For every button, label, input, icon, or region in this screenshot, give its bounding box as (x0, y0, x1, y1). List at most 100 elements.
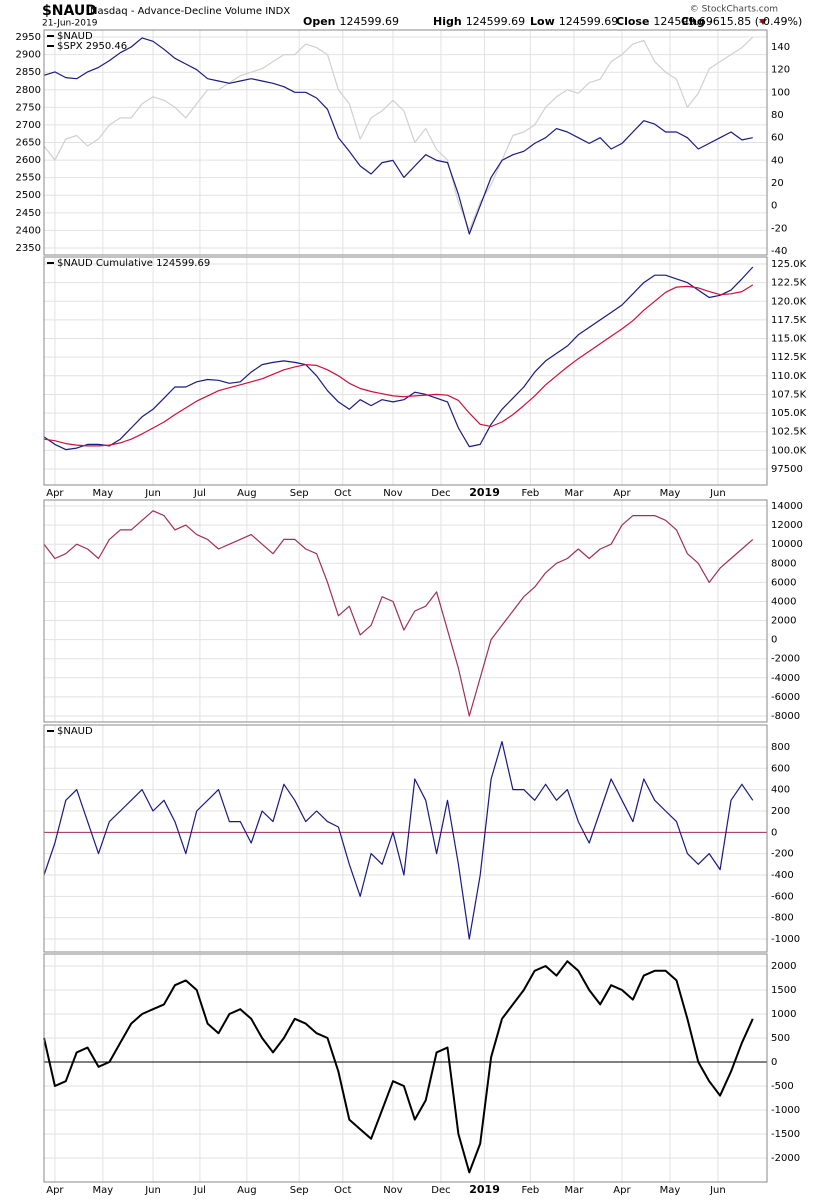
legend-label: $NAUD Cumulative 124599.69 (57, 258, 210, 269)
y-tick-label: 2500 (16, 190, 41, 201)
y2-tick-label: 140 (771, 42, 790, 53)
y-tick-label: 6000 (771, 577, 796, 588)
y-tick-label: 105.0K (771, 408, 807, 419)
y-tick-label: 2700 (16, 120, 41, 131)
quote-value: 124599.69 (466, 15, 526, 28)
y-tick-label: -1000 (771, 934, 800, 945)
x-tick-label: May (660, 1185, 681, 1196)
series-line (43, 284, 754, 447)
quote-item: Low 124599.69 (530, 15, 618, 28)
x-tick-label: Jun (144, 488, 161, 499)
x-tick-label: Jun (709, 1185, 726, 1196)
y-tick-label: 2950 (16, 32, 41, 43)
y-tick-label: 112.5K (771, 352, 807, 363)
y-tick-label: -800 (771, 913, 794, 924)
quote-item: High 124599.69 (433, 15, 525, 28)
x-tick-label: Jun (709, 488, 726, 499)
x-tick-label: Apr (613, 1185, 631, 1196)
series-line (43, 510, 754, 717)
y2-tick-label: 100 (771, 87, 790, 98)
y-tick-label: 2550 (16, 173, 41, 184)
y-tick-label: 97500 (771, 464, 803, 475)
panel-frame (43, 953, 768, 1183)
x-tick-label: Sep (290, 488, 309, 499)
y-tick-label: 117.5K (771, 315, 807, 326)
quote-value: -615.85 (-0.49%) (709, 15, 802, 28)
x-tick-label: Dec (431, 488, 450, 499)
quote-label: Chg (681, 15, 705, 28)
series-line (43, 960, 754, 1174)
y2-tick-label: -20 (771, 223, 787, 234)
panel-frame (43, 256, 768, 486)
y-tick-label: -500 (771, 1081, 794, 1092)
x-tick-label: Apr (46, 1185, 64, 1196)
y-tick-label: 100.0K (771, 445, 807, 456)
y-tick-label: -6000 (771, 692, 800, 703)
x-tick-label: Oct (334, 1185, 351, 1196)
x-tick-label: May (660, 488, 681, 499)
x-tick-label: Jul (193, 488, 206, 499)
quote-label: Low (530, 15, 555, 28)
y-tick-label: 2400 (16, 225, 41, 236)
y2-tick-label: 0 (771, 201, 777, 212)
x-tick-label: Nov (383, 1185, 403, 1196)
y-tick-label: 8000 (771, 558, 796, 569)
legend-label: $NAUD (57, 31, 93, 42)
series-line (43, 266, 754, 451)
y-tick-label: 2450 (16, 208, 41, 219)
y-tick-label: -200 (771, 849, 794, 860)
y-tick-label: 2000 (771, 961, 796, 972)
y-tick-label: 2850 (16, 67, 41, 78)
y-tick-label: 600 (771, 763, 790, 774)
x-tick-label: Dec (431, 1185, 450, 1196)
x-tick-label: Apr (613, 488, 631, 499)
y-tick-label: 0 (771, 1057, 777, 1068)
chart-title: $NAUD (42, 3, 97, 19)
y-tick-label: 12000 (771, 520, 803, 531)
x-tick-label: May (93, 488, 114, 499)
y-tick-label: 14000 (771, 501, 803, 512)
x-tick-label: Aug (237, 488, 257, 499)
quote-value: 124599.69 (340, 15, 400, 28)
chart-date: 21-Jun-2019 (42, 19, 98, 29)
series-line (43, 37, 753, 235)
y-tick-label: 4000 (771, 596, 796, 607)
quote-item: Chg -615.85 (-0.49%) (681, 15, 802, 28)
y-tick-label: 2000 (771, 616, 796, 627)
y2-tick-label: 20 (771, 178, 784, 189)
y-tick-label: 2600 (16, 155, 41, 166)
x-tick-label: Sep (290, 1185, 309, 1196)
y-tick-label: -600 (771, 891, 794, 902)
panel-frame (43, 724, 768, 953)
y2-tick-label: 80 (771, 110, 784, 121)
y-tick-label: 2650 (16, 138, 41, 149)
y-tick-label: 102.5K (771, 427, 807, 438)
x-tick-label: Aug (237, 1185, 257, 1196)
quote-label: Close (616, 15, 649, 28)
y-tick-label: 1000 (771, 1009, 796, 1020)
legend-label: $NAUD (57, 726, 93, 737)
y-tick-label: 1500 (771, 985, 796, 996)
y-tick-label: 200 (771, 806, 790, 817)
y-tick-label: 800 (771, 742, 790, 753)
x-tick-label: Nov (383, 488, 403, 499)
y-tick-label: -1500 (771, 1129, 800, 1140)
panel-frame (43, 29, 768, 256)
chart-subtitle: Nasdaq - Advance-Decline Volume INDX (90, 6, 290, 17)
y2-tick-label: 60 (771, 133, 784, 144)
x-tick-label: Oct (334, 488, 351, 499)
y-tick-label: 2750 (16, 102, 41, 113)
y-tick-label: 0 (771, 827, 777, 838)
x-tick-label: Feb (522, 488, 540, 499)
y-tick-label: 10000 (771, 539, 803, 550)
y-tick-label: 107.5K (771, 389, 807, 400)
y-tick-label: 2900 (16, 50, 41, 61)
y-tick-label: -400 (771, 870, 794, 881)
quote-item: Close 124599.69 (616, 15, 713, 28)
x-tick-label: Jul (193, 1185, 206, 1196)
quote-label: High (433, 15, 462, 28)
series-line (43, 741, 754, 940)
y2-tick-label: -40 (771, 246, 787, 257)
y-tick-label: 400 (771, 785, 790, 796)
